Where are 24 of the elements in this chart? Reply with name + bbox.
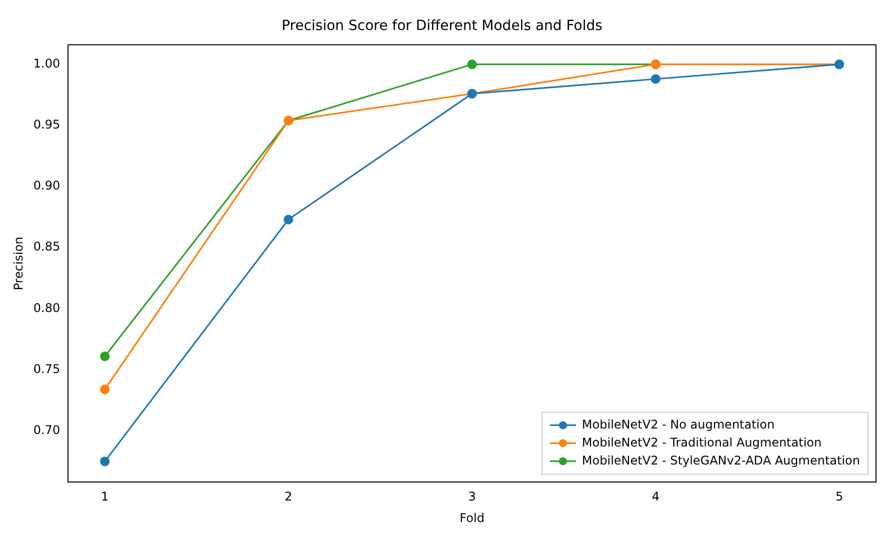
legend-label: MobileNetV2 - StyleGANv2-ADA Augmentation <box>582 453 860 468</box>
point <box>100 352 110 362</box>
x-tick-label: 4 <box>652 490 660 504</box>
legend-label: MobileNetV2 - No augmentation <box>582 417 775 432</box>
x-tick-label: 3 <box>468 490 476 504</box>
x-tick-label: 1 <box>101 490 109 504</box>
y-tick-label: 0.80 <box>33 300 60 315</box>
y-tick-label: 1.00 <box>33 56 60 70</box>
chart-title: Precision Score for Different Models and Folds <box>282 18 602 34</box>
point <box>650 74 660 84</box>
legend-label: MobileNetV2 - Traditional Augmentation <box>582 435 822 450</box>
x-tick-label: 5 <box>835 490 844 504</box>
y-tick-label: 0.70 <box>33 423 60 438</box>
y-tick-label: 0.90 <box>33 178 60 193</box>
y-tick-label: 0.85 <box>33 240 60 254</box>
x-axis-title: Fold <box>460 510 484 525</box>
point <box>100 456 110 466</box>
y-axis-title: Precision <box>11 236 26 290</box>
y-tick-label: 0.95 <box>33 118 60 132</box>
point <box>284 214 294 224</box>
point <box>100 384 110 394</box>
x-tick-label: 2 <box>284 490 292 504</box>
point <box>467 60 477 70</box>
y-tick-label: 0.75 <box>33 362 60 376</box>
